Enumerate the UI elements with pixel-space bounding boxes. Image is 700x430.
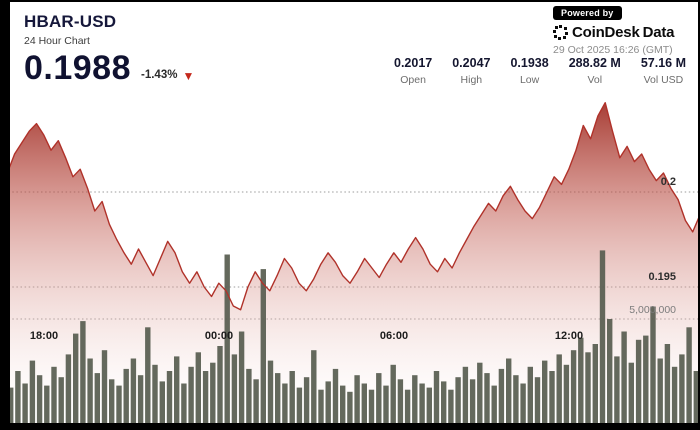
header: HBAR-USD 24 Hour Chart 0.1988 -1.43% ▼ <box>24 12 194 85</box>
price-axis-label-02: 0.2 <box>660 176 676 188</box>
stat-vol-label: Vol <box>587 74 603 86</box>
stat-vol-usd: 57.16 M Vol USD <box>641 56 686 86</box>
x-tick-0000: 00:00 <box>204 330 234 342</box>
stat-vol-usd-label: Vol USD <box>643 74 684 86</box>
stats-row: 0.2017 Open 0.2047 High 0.1938 Low 288.8… <box>394 56 686 86</box>
stat-open: 0.2017 Open <box>394 56 432 86</box>
current-price: 0.1988 <box>24 49 131 87</box>
chart-subtitle: 24 Hour Chart <box>24 35 90 47</box>
stat-high: 0.2047 High <box>452 56 490 86</box>
stat-open-label: Open <box>400 74 426 86</box>
stat-vol: 288.82 M Vol <box>569 56 621 86</box>
coindesk-logo-icon <box>553 25 568 40</box>
stat-low-label: Low <box>519 74 540 86</box>
down-arrow-icon: ▼ <box>182 69 195 83</box>
stat-low: 0.1938 Low <box>510 56 548 86</box>
stat-high-value: 0.2047 <box>452 56 491 70</box>
frame-border-left <box>0 0 10 430</box>
frame-border-bottom <box>0 423 700 430</box>
stat-open-value: 0.2017 <box>394 56 433 70</box>
x-tick-1800: 18:00 <box>29 330 59 342</box>
coindesk-data-link[interactable]: CoinDesk Data <box>553 24 675 41</box>
brand-suffix: Data <box>642 24 675 41</box>
symbol-title: HBAR-USD <box>24 12 117 31</box>
branding: Powered by CoinDesk Data 29 Oct 2025 16:… <box>553 6 675 56</box>
price-change: -1.43% <box>141 69 178 81</box>
x-tick-0600: 06:00 <box>379 330 409 342</box>
price-row: 0.1988 -1.43% ▼ <box>24 51 194 85</box>
stat-vol-usd-value: 57.16 M <box>640 56 686 70</box>
frame-border-right <box>698 0 700 430</box>
frame-border-top <box>0 0 700 2</box>
stat-low-value: 0.1938 <box>510 56 549 70</box>
volume-axis-label: 5,000,000 <box>629 304 676 316</box>
brand-name: CoinDesk <box>572 24 640 41</box>
powered-by-badge: Powered by <box>553 6 622 20</box>
price-axis-label-0195: 0.195 <box>648 271 676 283</box>
timestamp: 29 Oct 2025 16:26 (GMT) <box>553 44 673 56</box>
stat-high-label: High <box>460 74 483 86</box>
x-tick-1200: 12:00 <box>554 330 584 342</box>
stat-vol-value: 288.82 M <box>568 56 621 70</box>
